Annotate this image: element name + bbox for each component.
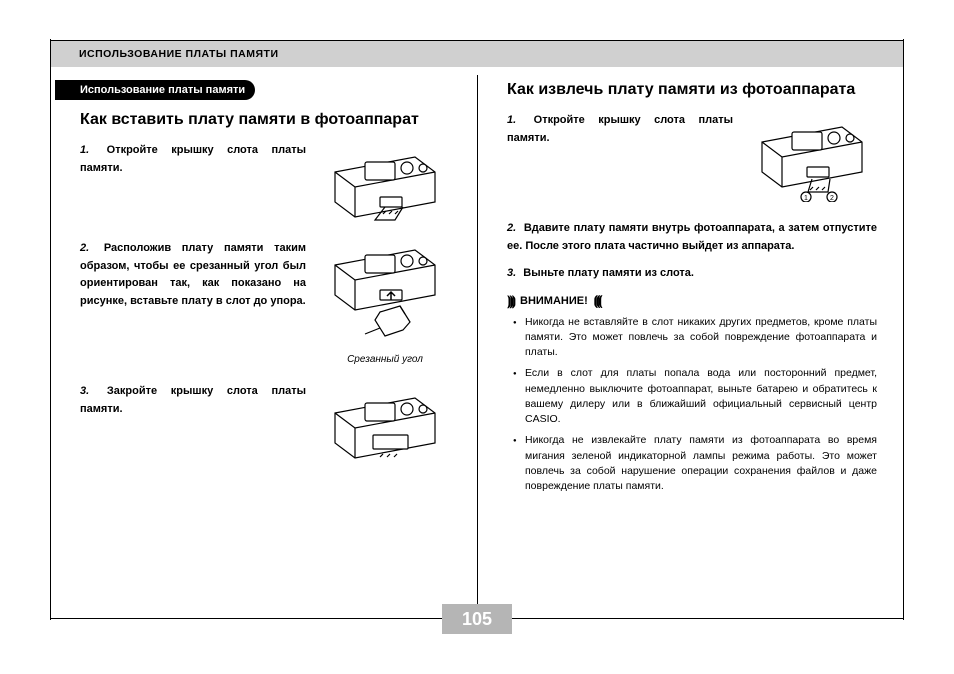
svg-text:2: 2: [830, 195, 834, 202]
camera-open-slot-illustration: [320, 142, 450, 222]
crop-tick: [903, 612, 904, 620]
step-text: 2. Расположив плату памяти таким образом…: [80, 240, 306, 365]
step-text: 1. Откройте крышку слота платы памяти.: [507, 112, 733, 202]
bracket-right-icon: ⦗⦗⦗: [594, 293, 601, 309]
step-body: Закройте крышку слота платы памяти.: [80, 385, 306, 415]
column-divider: [477, 75, 478, 604]
page-header: ИСПОЛЬЗОВАНИЕ ПЛАТЫ ПАМЯТИ: [51, 41, 903, 67]
note-item: Если в слот для платы попала вода или по…: [525, 366, 877, 427]
left-heading: Как вставить плату памяти в фотоаппарат: [80, 110, 450, 130]
bracket-left-icon: ⦘⦘⦘: [507, 293, 514, 309]
crop-tick: [903, 39, 904, 47]
step-body: Выньте плату памяти из слота.: [523, 267, 694, 279]
camera-close-slot-illustration: [320, 383, 450, 463]
step-number: 2.: [507, 222, 516, 234]
crop-tick: [50, 612, 51, 620]
step-body: Откройте крышку слота платы памяти.: [507, 114, 733, 144]
step-text: 2. Вдавите плату памяти внутрь фотоаппар…: [507, 220, 877, 255]
section-tab-label: Использование платы памяти: [80, 84, 245, 96]
step-body: Откройте крышку слота платы памяти.: [80, 144, 306, 174]
step-row: 1. Откройте крышку слота платы памяти. 1…: [507, 112, 877, 202]
attention-notes: Никогда не вставляйте в слот никаких дру…: [507, 315, 877, 494]
header-text: ИСПОЛЬЗОВАНИЕ ПЛАТЫ ПАМЯТИ: [79, 48, 279, 60]
section-tab: Использование платы памяти: [55, 80, 255, 100]
svg-text:1: 1: [804, 195, 808, 202]
step-number: 2.: [80, 242, 89, 254]
step-number: 3.: [507, 267, 516, 279]
note-item: Никогда не извлекайте плату памяти из фо…: [525, 433, 877, 494]
camera-insert-card-illustration: Срезанный угол: [320, 240, 450, 365]
step-number: 1.: [80, 144, 89, 156]
attention-heading: ⦘⦘⦘ ВНИМАНИЕ! ⦗⦗⦗: [507, 293, 877, 309]
crop-tick: [50, 39, 51, 47]
step-row: 1. Откройте крышку слота платы памяти.: [80, 142, 450, 222]
right-column: Как извлечь плату памяти из фотоаппарата…: [482, 80, 902, 599]
camera-eject-illustration: 1 2: [747, 112, 877, 202]
step-text: 1. Откройте крышку слота платы памяти.: [80, 142, 306, 222]
page-number-box: 105: [442, 604, 512, 634]
cut-corner-caption: Срезанный угол: [347, 354, 423, 365]
step-number: 3.: [80, 385, 89, 397]
step-row: 2. Вдавите плату памяти внутрь фотоаппар…: [507, 220, 877, 255]
step-row: 3. Закройте крышку слота платы памяти.: [80, 383, 450, 463]
left-column: Использование платы памяти Как вставить …: [55, 80, 475, 599]
step-text: 3. Закройте крышку слота платы памяти.: [80, 383, 306, 463]
step-row: 3. Выньте плату памяти из слота.: [507, 265, 877, 283]
step-text: 3. Выньте плату памяти из слота.: [507, 265, 877, 283]
note-item: Никогда не вставляйте в слот никаких дру…: [525, 315, 877, 361]
step-number: 1.: [507, 114, 516, 126]
step-row: 2. Расположив плату памяти таким образом…: [80, 240, 450, 365]
right-heading: Как извлечь плату памяти из фотоаппарата: [507, 80, 877, 100]
step-body: Вдавите плату памяти внутрь фотоаппарата…: [507, 222, 877, 252]
step-body: Расположив плату памяти таким образом, ч…: [80, 242, 306, 307]
attention-label: ВНИМАНИЕ!: [520, 295, 588, 307]
page-number: 105: [462, 609, 492, 630]
